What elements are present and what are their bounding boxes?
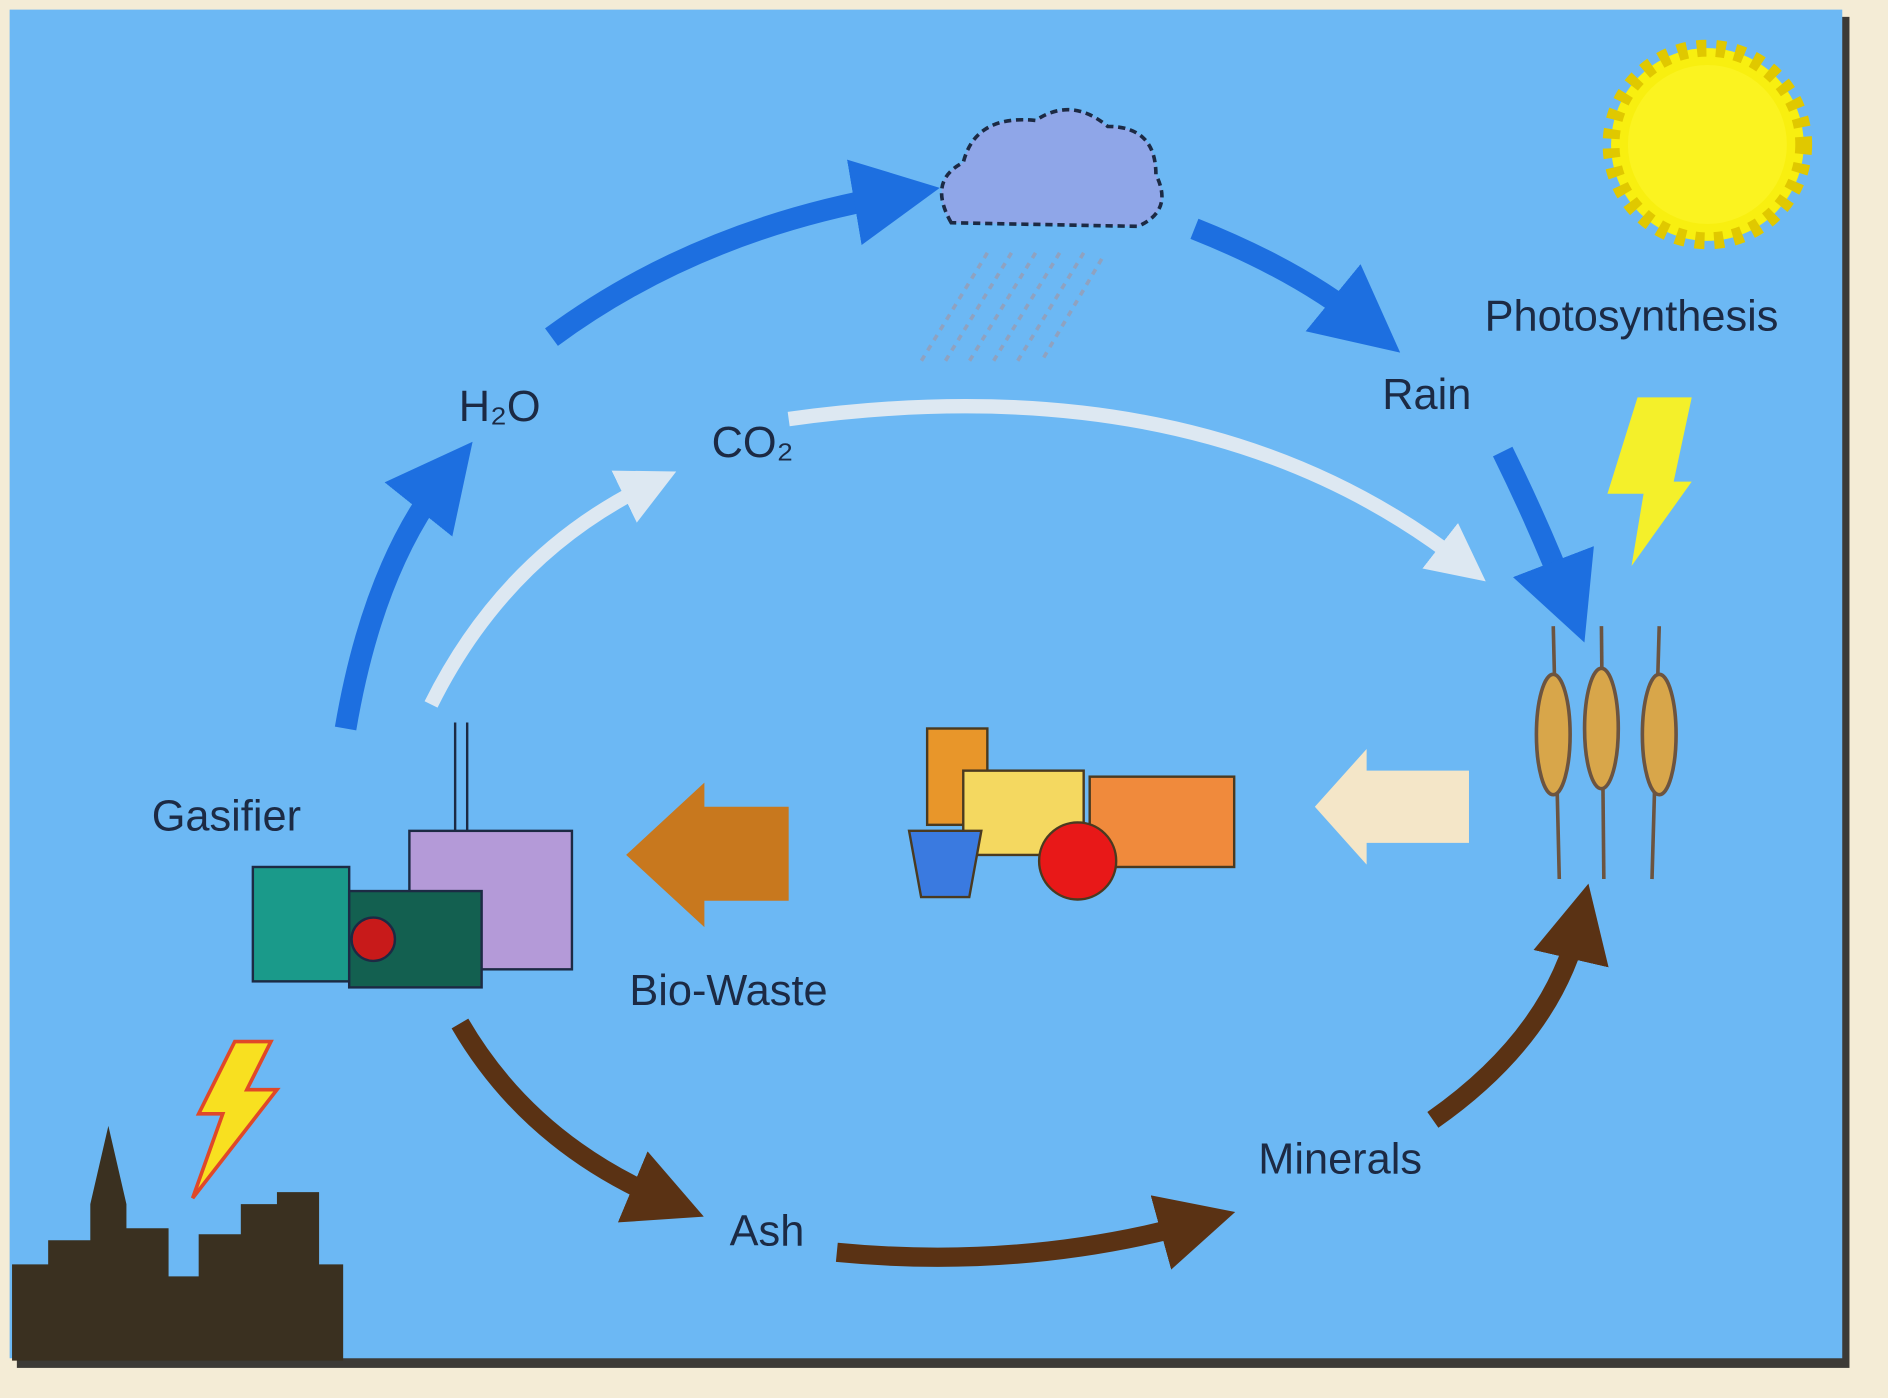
sun xyxy=(1611,48,1804,241)
label-minerals: Minerals xyxy=(1258,1135,1422,1183)
label-photosynthesis: Photosynthesis xyxy=(1485,293,1779,341)
label-bio-waste: Bio-Waste xyxy=(629,967,827,1015)
label-co2: CO₂ xyxy=(712,419,794,467)
diagram: Photosynthesis Rain H₂O CO₂ Gasifier Bio… xyxy=(0,0,1888,1398)
label-gasifier: Gasifier xyxy=(152,792,301,840)
label-rain: Rain xyxy=(1382,371,1471,419)
label-ash: Ash xyxy=(730,1208,805,1256)
background xyxy=(10,10,1843,1359)
label-h2o: H₂O xyxy=(459,383,541,431)
page: Photosynthesis Rain H₂O CO₂ Gasifier Bio… xyxy=(0,0,1888,1398)
